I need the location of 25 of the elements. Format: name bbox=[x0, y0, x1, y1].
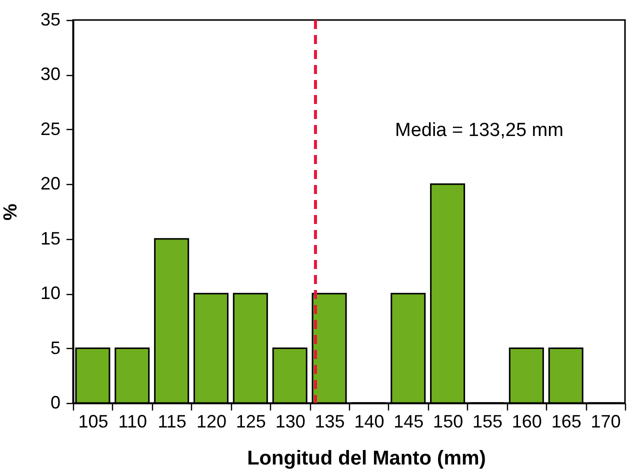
y-tick-label: 15 bbox=[40, 228, 60, 248]
y-tick-label: 30 bbox=[40, 64, 60, 84]
x-tick-label: 130 bbox=[275, 412, 306, 432]
x-axis-title: Longitud del Manto (mm) bbox=[247, 448, 486, 469]
x-tick-label: 160 bbox=[512, 412, 542, 432]
y-axis-title: % bbox=[0, 203, 22, 220]
annotation: Media = 133,25 mm bbox=[395, 120, 564, 141]
y-tick-label: 25 bbox=[40, 118, 60, 139]
x-tick-label: 145 bbox=[394, 412, 424, 432]
x-tick-label: 105 bbox=[78, 412, 108, 432]
x-tick-label: 155 bbox=[472, 412, 503, 432]
y-tick-label: 5 bbox=[50, 338, 60, 358]
y-tick-label: 0 bbox=[50, 392, 60, 412]
x-tick-label: 170 bbox=[590, 412, 621, 432]
y-tick-label: 10 bbox=[40, 283, 60, 304]
y-tick-label: 35 bbox=[40, 10, 60, 30]
x-tick-label: 115 bbox=[158, 412, 186, 432]
x-tick-label: 150 bbox=[433, 412, 464, 432]
y-tick-label: 20 bbox=[40, 174, 60, 194]
x-tick-label: 120 bbox=[196, 412, 227, 432]
x-tick-label: 165 bbox=[551, 412, 582, 432]
x-tick-label: 135 bbox=[314, 412, 345, 432]
x-tick-label: 140 bbox=[354, 412, 384, 432]
x-tick-label: 110 bbox=[118, 412, 147, 432]
x-tick-label: 125 bbox=[236, 412, 266, 432]
